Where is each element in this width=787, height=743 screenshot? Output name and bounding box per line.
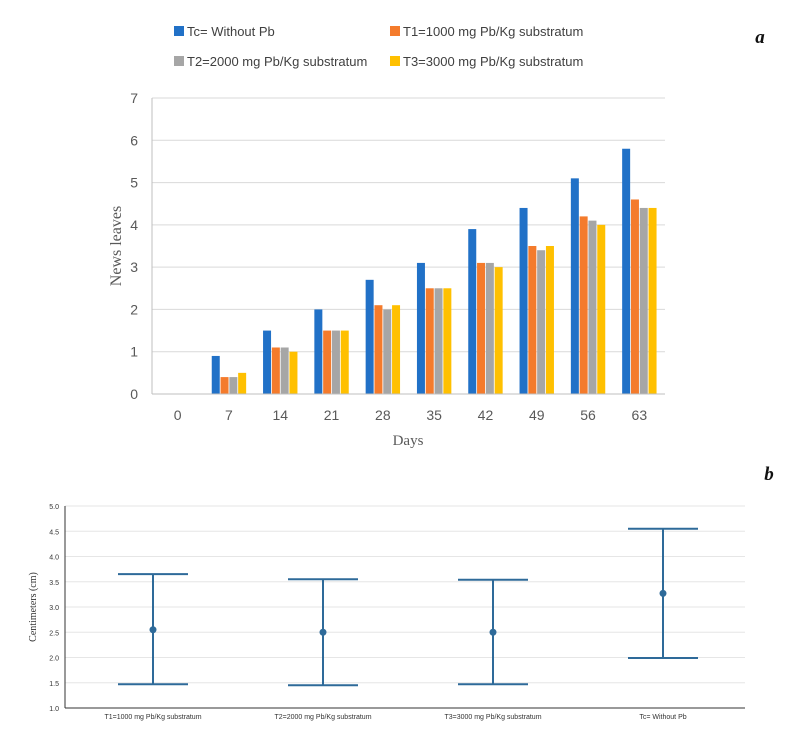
panel-a-bar (648, 207, 657, 394)
panel-b-mean-point (319, 628, 327, 636)
panel-b-error-bars (118, 527, 698, 687)
panel-a-y-tick-label: 1 (130, 344, 138, 360)
panel-a-bar (211, 355, 220, 394)
panel-a-legend-swatch (390, 56, 400, 66)
panel-a-bar (588, 220, 597, 394)
panel-a-y-axis-title: News leaves (108, 206, 125, 286)
panel-a-bar-chart: a Tc= Without Pb T1=1000 mg Pb/Kg substra… (108, 24, 765, 449)
panel-a-x-tick-label: 42 (478, 407, 494, 423)
panel-b-y-tick-label: 4.5 (49, 529, 59, 536)
panel-a-bar (392, 305, 401, 394)
panel-b-label: b (764, 464, 774, 485)
panel-a-bar (271, 347, 280, 394)
panel-a-y-tick-label: 3 (130, 259, 138, 275)
panel-a-legend-label: Tc= Without Pb (187, 24, 275, 39)
panel-b-y-tick-label: 4.0 (49, 555, 59, 562)
panel-a-x-tick-label: 49 (529, 407, 545, 423)
panel-a-bar (485, 262, 494, 394)
panel-a-x-tick-label: 35 (426, 407, 442, 423)
panel-a-bar (630, 199, 639, 394)
panel-a-bar (374, 305, 383, 394)
panel-a-y-tick-label: 5 (130, 175, 138, 191)
panel-a-bar (443, 288, 452, 394)
panel-b-x-tick-label: T1=1000 mg Pb/Kg substratum (104, 714, 201, 721)
panel-a-bar (340, 330, 349, 394)
panel-b-y-tick-label: 3.5 (49, 580, 59, 587)
panel-a-legend-swatch (174, 26, 184, 36)
panel-b-mean-point (149, 626, 157, 634)
panel-a-legend: Tc= Without Pb T1=1000 mg Pb/Kg substratu… (174, 24, 583, 69)
panel-a-legend-label: T3=3000 mg Pb/Kg substratum (403, 54, 583, 69)
panel-b-x-tick-labels: T1=1000 mg Pb/Kg substratum T2=2000 mg Pb… (104, 714, 686, 721)
panel-a-bar (468, 229, 477, 394)
panel-a-y-tick-label: 6 (130, 132, 138, 148)
panel-a-bar (229, 377, 238, 394)
panel-b-y-tick-labels: 1.0 1.5 2.0 2.5 3.0 3.5 4.0 4.5 5.0 (49, 504, 59, 713)
panel-a-bar (289, 351, 298, 394)
panel-a-y-tick-label: 0 (130, 386, 138, 402)
panel-a-bar (425, 288, 434, 394)
panel-a-x-tick-label: 63 (632, 407, 648, 423)
panel-a-x-tick-labels: 0 7 14 21 28 35 42 49 56 63 (174, 407, 648, 423)
panel-a-bar (477, 262, 486, 394)
panel-a-bar (383, 309, 392, 394)
panel-a-legend-swatch (390, 26, 400, 36)
panel-b-x-tick-label: T3=3000 mg Pb/Kg substratum (444, 714, 541, 721)
panel-a-x-tick-label: 14 (272, 407, 288, 423)
panel-b-y-tick-label: 2.0 (49, 656, 59, 663)
panel-b-y-tick-label: 1.5 (49, 681, 59, 688)
panel-b-errorbar-chart: b 1.0 1.5 2.0 2.5 3.0 3.5 4.0 4.5 5.0 T1=1000 mg… (28, 464, 774, 721)
panel-b-y-tick-label: 2.5 (49, 630, 59, 637)
panel-a-legend-swatch (174, 56, 184, 66)
panel-a-bar (238, 372, 247, 394)
panel-a-bar (545, 246, 554, 394)
panel-a-bar (314, 309, 323, 394)
panel-b-y-tick-label: 5.0 (49, 504, 59, 511)
panel-a-y-tick-label: 7 (130, 90, 138, 106)
panel-a-bar (579, 216, 588, 394)
panel-a-bar (416, 262, 425, 394)
panel-b-y-tick-label: 3.0 (49, 605, 59, 612)
panel-a-bar (331, 330, 340, 394)
panel-b-x-tick-label: Tc= Without Pb (639, 714, 686, 721)
panel-a-legend-label: T2=2000 mg Pb/Kg substratum (187, 54, 367, 69)
panel-a-bar (597, 224, 606, 394)
panel-a-bar (494, 267, 503, 394)
panel-a-gridlines (152, 97, 665, 353)
panel-b-y-tick-label: 1.0 (49, 706, 59, 713)
panel-a-x-axis-title: Days (393, 433, 424, 449)
panel-a-y-tick-label: 4 (130, 217, 138, 233)
panel-a-x-tick-label: 28 (375, 407, 391, 423)
panel-a-legend-label: T1=1000 mg Pb/Kg substratum (403, 24, 583, 39)
panel-a-bar (528, 246, 537, 394)
panel-a-x-tick-label: 56 (580, 407, 596, 423)
panel-b-x-tick-label: T2=2000 mg Pb/Kg substratum (274, 714, 371, 721)
panel-a-bar (639, 207, 648, 394)
panel-a-y-tick-labels: 0 1 2 3 4 5 6 7 (130, 90, 138, 402)
panel-a-x-tick-label: 7 (225, 407, 233, 423)
panel-a-bar (323, 330, 332, 394)
panel-a-bar (263, 330, 272, 394)
panel-a-y-tick-label: 2 (130, 301, 138, 317)
panel-b-mean-point (489, 628, 497, 636)
panel-a-bar (570, 178, 579, 394)
panel-a-bar (280, 347, 289, 394)
panel-b-mean-point (659, 589, 667, 597)
panel-a-bar (434, 288, 443, 394)
panel-a-bar (220, 377, 229, 394)
panel-b-y-axis-title: Centimeters (cm) (28, 572, 39, 642)
panel-a-label: a (755, 27, 765, 48)
panel-a-bar (519, 207, 528, 394)
panel-a-bars (211, 148, 657, 394)
panel-a-x-tick-label: 21 (324, 407, 340, 423)
panel-a-bar (365, 279, 374, 394)
panel-a-bar (622, 148, 631, 394)
panel-b-gridlines (65, 505, 745, 684)
panel-a-x-tick-label: 0 (174, 407, 182, 423)
panel-a-bar (537, 250, 546, 394)
